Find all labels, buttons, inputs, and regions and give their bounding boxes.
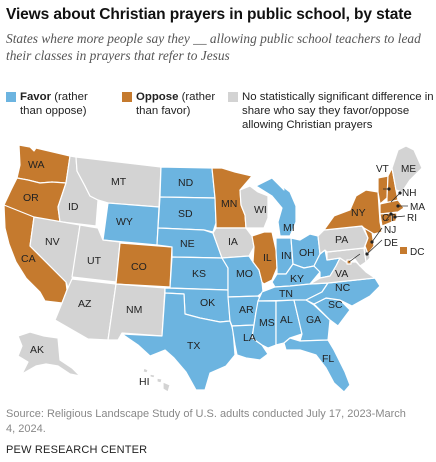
label-ME: ME — [401, 164, 416, 175]
chart-subtitle: States where more people say they __ all… — [6, 31, 421, 63]
label-NM: NM — [126, 304, 142, 316]
state-IL[interactable] — [251, 231, 278, 285]
label-AR: AR — [239, 304, 254, 316]
label-KS: KS — [192, 268, 206, 280]
leader-lines — [348, 187, 408, 263]
label-ID: ID — [68, 201, 79, 213]
legend-favor-swatch — [6, 92, 16, 102]
state-HI[interactable] — [142, 367, 171, 393]
label-AZ: AZ — [78, 298, 92, 310]
legend-oppose-label: Oppose — [136, 91, 179, 103]
state-AK[interactable] — [17, 331, 81, 377]
label-MI: MI — [283, 222, 295, 234]
label-KY: KY — [290, 273, 304, 285]
org-name: PEW RESEARCH CENTER — [6, 444, 148, 456]
label-VT: VT — [376, 164, 389, 175]
legend-favor-note: (rather than oppose) — [20, 91, 88, 117]
label-MT: MT — [111, 176, 127, 188]
label-OK: OK — [200, 297, 215, 309]
label-NJ: NJ — [384, 225, 396, 236]
label-WY: WY — [116, 216, 133, 228]
label-OH: OH — [299, 247, 315, 259]
label-TX: TX — [187, 340, 200, 352]
state-MI[interactable] — [255, 177, 297, 237]
label-CA: CA — [21, 253, 36, 265]
chart-title: Views about Christian prayers in public … — [6, 6, 412, 23]
legend-oppose-swatch — [122, 92, 132, 102]
label-MS: MS — [259, 317, 275, 329]
state-UT[interactable] — [71, 224, 121, 283]
label-IN: IN — [281, 250, 292, 262]
label-LA: LA — [243, 332, 256, 344]
label-DC: DC — [410, 247, 424, 258]
state-shapes — [3, 144, 423, 393]
label-MN: MN — [221, 198, 237, 210]
state-FL[interactable] — [283, 337, 351, 393]
label-PA: PA — [335, 234, 348, 246]
label-GA: GA — [306, 314, 321, 326]
label-IL: IL — [263, 252, 272, 264]
label-WA: WA — [28, 159, 45, 171]
label-IA: IA — [228, 236, 238, 248]
label-HI: HI — [139, 376, 150, 388]
legend-oppose-note: (rather than favor) — [136, 91, 216, 117]
legend-no-difference-label: No statistically significant difference … — [242, 91, 434, 131]
dc-swatch — [400, 247, 407, 254]
state-MA[interactable] — [379, 199, 405, 215]
label-VA: VA — [335, 268, 348, 280]
source-note: Source: Religious Landscape Study of U.S… — [6, 408, 406, 435]
state-NC[interactable] — [305, 277, 381, 307]
state-labels: WA OR CA ID NV MT WY UT AZ CO NM ND SD N… — [21, 159, 425, 388]
state-ME[interactable] — [391, 145, 423, 193]
label-FL: FL — [322, 353, 334, 365]
label-SC: SC — [328, 299, 343, 311]
state-MO[interactable] — [221, 255, 264, 298]
state-IA[interactable] — [212, 227, 255, 259]
label-CO: CO — [131, 261, 147, 273]
label-MO: MO — [236, 268, 253, 280]
label-NH: NH — [402, 188, 416, 199]
label-OR: OR — [23, 192, 39, 204]
state-VT[interactable] — [377, 175, 389, 205]
label-AL: AL — [280, 314, 293, 326]
label-NE: NE — [180, 238, 195, 250]
label-RI: RI — [407, 213, 417, 224]
label-TN: TN — [279, 288, 293, 300]
us-state-map: WA OR CA ID NV MT WY UT AZ CO NM ND SD N… — [3, 144, 425, 393]
state-TX[interactable] — [121, 292, 236, 391]
state-NY[interactable] — [323, 189, 383, 235]
legend-favor-label: Favor — [20, 91, 52, 103]
label-AK: AK — [30, 344, 44, 356]
label-ND: ND — [178, 177, 194, 189]
label-DE: DE — [384, 238, 398, 249]
label-CT: CT — [382, 213, 395, 224]
label-SD: SD — [178, 208, 193, 220]
label-NV: NV — [45, 236, 60, 248]
label-WI: WI — [254, 204, 267, 216]
label-UT: UT — [87, 255, 102, 267]
label-MA: MA — [410, 202, 425, 213]
state-WI[interactable] — [239, 185, 269, 229]
label-NC: NC — [335, 282, 351, 294]
label-NY: NY — [351, 207, 366, 219]
legend-no-difference-swatch — [228, 92, 238, 102]
